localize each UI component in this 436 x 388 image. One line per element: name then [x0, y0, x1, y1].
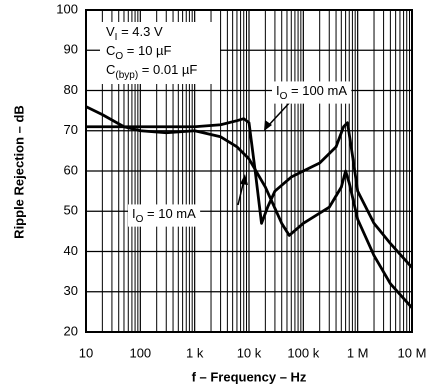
y-tick-label: 40 [64, 243, 78, 258]
condition-text-group: C(byp) = 0.01 µF [106, 62, 197, 80]
series-line [85, 105, 414, 309]
condition-text-group: VI = 4.3 V [106, 24, 163, 42]
label-rest: = 4.3 V [117, 24, 162, 39]
x-tick-label: 10 M [398, 345, 427, 360]
x-tick-label: 10 k [237, 345, 262, 360]
condition-text: VI = 4.3 V [106, 24, 163, 42]
label-sub: O [136, 214, 144, 225]
y-tick-label: 90 [64, 42, 78, 57]
x-tick-label: 100 k [287, 345, 319, 360]
label-main: I [276, 83, 280, 98]
y-tick-label: 70 [64, 122, 78, 137]
arrow-head [264, 120, 272, 131]
y-axis-title: Ripple Rejection – dB [11, 105, 26, 239]
x-tick-label: 10 [79, 345, 93, 360]
condition-text: CO = 10 µF [106, 43, 172, 61]
series-label-group: IO = 100 mA [272, 81, 352, 104]
conditions-background [100, 22, 220, 84]
label-main: V [106, 24, 115, 39]
label-sub: I [115, 32, 118, 43]
plot-frame [85, 9, 413, 333]
label-rest: = 10 µF [123, 43, 171, 58]
series-label-group: IO = 10 mA [128, 204, 201, 227]
series-label: IO = 10 mA [132, 206, 196, 224]
x-tick-label: 1 k [186, 345, 204, 360]
y-tick-label: 60 [64, 162, 78, 177]
y-tick-label: 30 [64, 283, 78, 298]
x-tick-label: 100 [129, 345, 151, 360]
x-axis-title: f – Frequency – Hz [192, 369, 307, 384]
label-sub: O [115, 51, 123, 62]
condition-text-group: CO = 10 µF [106, 43, 172, 61]
label-main: I [132, 206, 136, 221]
y-tick-label: 80 [64, 82, 78, 97]
label-rest: = 100 mA [287, 83, 347, 98]
y-tick-label: 20 [64, 323, 78, 338]
condition-text: C(byp) = 0.01 µF [106, 62, 197, 80]
series-line [86, 117, 414, 269]
label-main: C [106, 43, 115, 58]
label-sub: O [280, 91, 288, 102]
arrow-head [240, 174, 248, 185]
y-tick-label: 100 [56, 1, 78, 16]
arrow-line [267, 99, 293, 127]
label-sub: (byp) [115, 70, 138, 81]
label-background [272, 81, 352, 104]
y-tick-label: 50 [64, 203, 78, 218]
x-tick-label: 1 M [347, 345, 369, 360]
label-background [128, 204, 201, 227]
label-rest: = 10 mA [143, 206, 196, 221]
series-label: IO = 100 mA [276, 83, 347, 101]
label-rest: = 0.01 µF [138, 62, 197, 77]
label-main: C [106, 62, 115, 77]
